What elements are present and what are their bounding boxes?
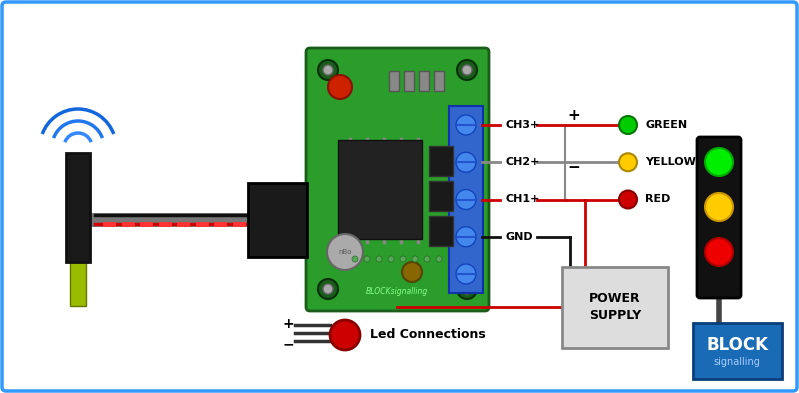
Circle shape [318, 279, 338, 299]
FancyBboxPatch shape [562, 267, 668, 348]
Circle shape [456, 264, 476, 284]
FancyBboxPatch shape [693, 323, 782, 379]
FancyBboxPatch shape [389, 71, 399, 91]
FancyBboxPatch shape [306, 48, 489, 311]
Circle shape [457, 60, 477, 80]
Circle shape [412, 256, 418, 262]
Circle shape [705, 148, 733, 176]
FancyBboxPatch shape [697, 137, 741, 298]
Text: −: − [283, 337, 295, 351]
FancyBboxPatch shape [404, 71, 414, 91]
FancyBboxPatch shape [429, 181, 453, 211]
Text: POWER
SUPPLY: POWER SUPPLY [589, 292, 641, 322]
Circle shape [352, 256, 358, 262]
Text: CH1+: CH1+ [505, 195, 539, 204]
Circle shape [456, 227, 476, 247]
Text: GND: GND [505, 232, 533, 242]
Circle shape [619, 191, 637, 209]
Circle shape [456, 189, 476, 209]
Text: CH2+: CH2+ [505, 157, 539, 167]
Circle shape [328, 75, 352, 99]
Text: Led Connections: Led Connections [370, 329, 486, 342]
FancyBboxPatch shape [70, 259, 86, 306]
Text: BLOCK: BLOCK [706, 336, 768, 354]
Circle shape [323, 284, 333, 294]
FancyBboxPatch shape [429, 216, 453, 246]
Text: RED: RED [645, 195, 670, 204]
Circle shape [619, 116, 637, 134]
Text: BLOCKsignalling: BLOCKsignalling [366, 288, 428, 296]
Circle shape [436, 256, 442, 262]
Circle shape [400, 256, 406, 262]
Circle shape [318, 60, 338, 80]
Circle shape [376, 256, 382, 262]
Circle shape [327, 234, 363, 270]
Circle shape [462, 65, 472, 75]
FancyBboxPatch shape [248, 183, 307, 257]
Text: nBo: nBo [338, 249, 352, 255]
Text: YELLOW: YELLOW [645, 157, 696, 167]
Text: +: + [567, 108, 580, 123]
Circle shape [424, 256, 430, 262]
Circle shape [323, 65, 333, 75]
Circle shape [462, 284, 472, 294]
FancyBboxPatch shape [429, 146, 453, 176]
FancyBboxPatch shape [449, 106, 483, 293]
FancyBboxPatch shape [419, 71, 429, 91]
Circle shape [619, 153, 637, 171]
FancyBboxPatch shape [434, 71, 444, 91]
Text: −: − [567, 160, 580, 175]
Text: +: + [283, 317, 295, 331]
Circle shape [364, 256, 370, 262]
Text: signalling: signalling [714, 358, 761, 367]
Circle shape [388, 256, 394, 262]
Circle shape [705, 238, 733, 266]
Circle shape [705, 193, 733, 221]
Circle shape [456, 152, 476, 172]
Circle shape [457, 279, 477, 299]
Text: CH3+: CH3+ [505, 120, 539, 130]
Circle shape [330, 320, 360, 350]
Circle shape [456, 115, 476, 135]
Text: GREEN: GREEN [645, 120, 687, 130]
FancyBboxPatch shape [338, 140, 422, 239]
FancyBboxPatch shape [66, 153, 90, 262]
Circle shape [402, 262, 422, 282]
